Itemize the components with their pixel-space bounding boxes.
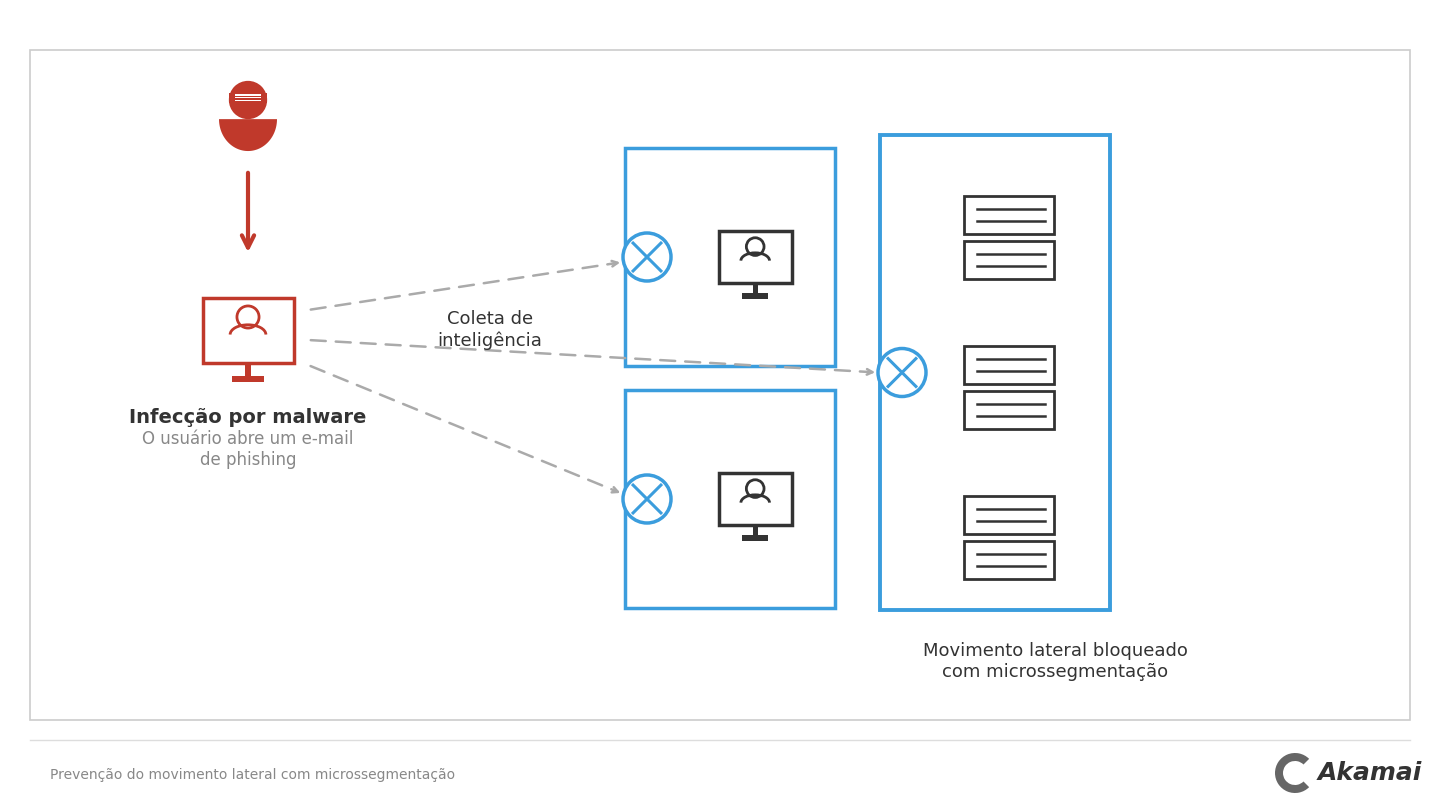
Bar xyxy=(963,391,1054,429)
Bar xyxy=(963,241,1054,279)
Bar xyxy=(742,293,768,299)
Bar xyxy=(742,535,768,540)
Bar xyxy=(963,196,1054,234)
Bar xyxy=(719,473,792,525)
Wedge shape xyxy=(1274,753,1309,793)
Text: Movimento lateral bloqueado
com microssegmentação: Movimento lateral bloqueado com microsse… xyxy=(923,642,1188,680)
Bar xyxy=(203,297,294,363)
Circle shape xyxy=(624,233,671,281)
Bar xyxy=(625,390,835,608)
Text: Prevenção do movimento lateral com microssegmentação: Prevenção do movimento lateral com micro… xyxy=(50,768,455,782)
Bar xyxy=(719,231,792,283)
Bar xyxy=(235,95,262,96)
Bar xyxy=(245,363,251,376)
Circle shape xyxy=(251,94,259,103)
Bar xyxy=(753,525,757,535)
Bar xyxy=(625,148,835,366)
Circle shape xyxy=(746,480,765,497)
Bar xyxy=(880,135,1110,610)
Bar xyxy=(963,541,1054,579)
Circle shape xyxy=(229,81,268,119)
Bar xyxy=(235,100,262,101)
Bar xyxy=(229,93,268,104)
Circle shape xyxy=(746,238,765,255)
Text: Infecção por malware: Infecção por malware xyxy=(130,408,367,427)
Text: Coleta de
inteligência: Coleta de inteligência xyxy=(438,310,543,350)
Bar xyxy=(235,97,262,98)
Bar xyxy=(963,496,1054,534)
Circle shape xyxy=(624,475,671,523)
Bar xyxy=(30,50,1410,720)
Circle shape xyxy=(878,348,926,397)
Circle shape xyxy=(236,94,246,103)
Bar xyxy=(232,376,265,382)
Text: Akamai: Akamai xyxy=(1318,761,1423,785)
Text: O usuário abre um e-mail
de phishing: O usuário abre um e-mail de phishing xyxy=(143,430,354,469)
Circle shape xyxy=(238,306,259,328)
Bar xyxy=(753,283,757,293)
Bar xyxy=(963,346,1054,384)
Polygon shape xyxy=(219,119,276,151)
